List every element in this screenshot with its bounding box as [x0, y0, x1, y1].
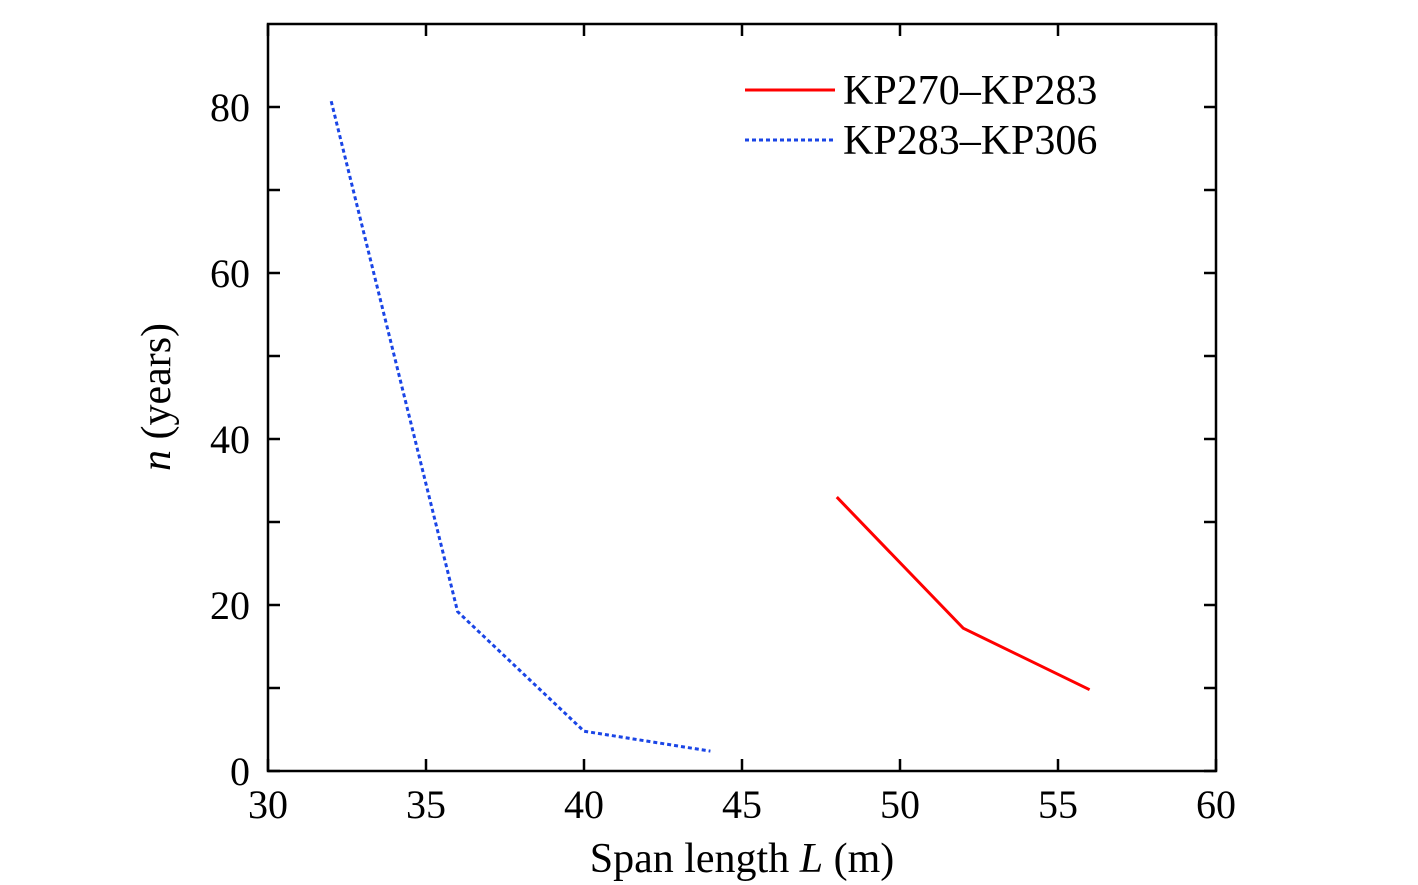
y-tick-label: 60 [210, 251, 250, 296]
x-tick-label: 40 [564, 782, 604, 827]
legend-label-1: KP270–KP283 [843, 68, 1097, 114]
axis-ticks [266, 24, 1218, 773]
y-tick-label: 20 [210, 583, 250, 628]
y-tick-label: 80 [210, 85, 250, 130]
x-axis-label: Span length L (m) [590, 836, 895, 882]
x-tick-label: 60 [1196, 782, 1236, 827]
series-line-2 [329, 100, 711, 753]
x-tick-label: 50 [880, 782, 920, 827]
x-tick-label: 35 [406, 782, 446, 827]
y-tick-label: 40 [210, 417, 250, 462]
x-tick-label: 30 [248, 782, 288, 827]
legend-label-2: KP283–KP306 [843, 118, 1097, 164]
x-tick-label: 45 [722, 782, 762, 827]
data-series [329, 100, 1091, 753]
y-axis-label: n (years) [134, 323, 180, 471]
tick-labels: 30 35 40 45 50 55 60 0 20 40 60 80 [210, 85, 1236, 827]
y-tick-label: 0 [230, 749, 250, 794]
x-tick-label: 55 [1038, 782, 1078, 827]
series-line-1 [835, 496, 1091, 692]
